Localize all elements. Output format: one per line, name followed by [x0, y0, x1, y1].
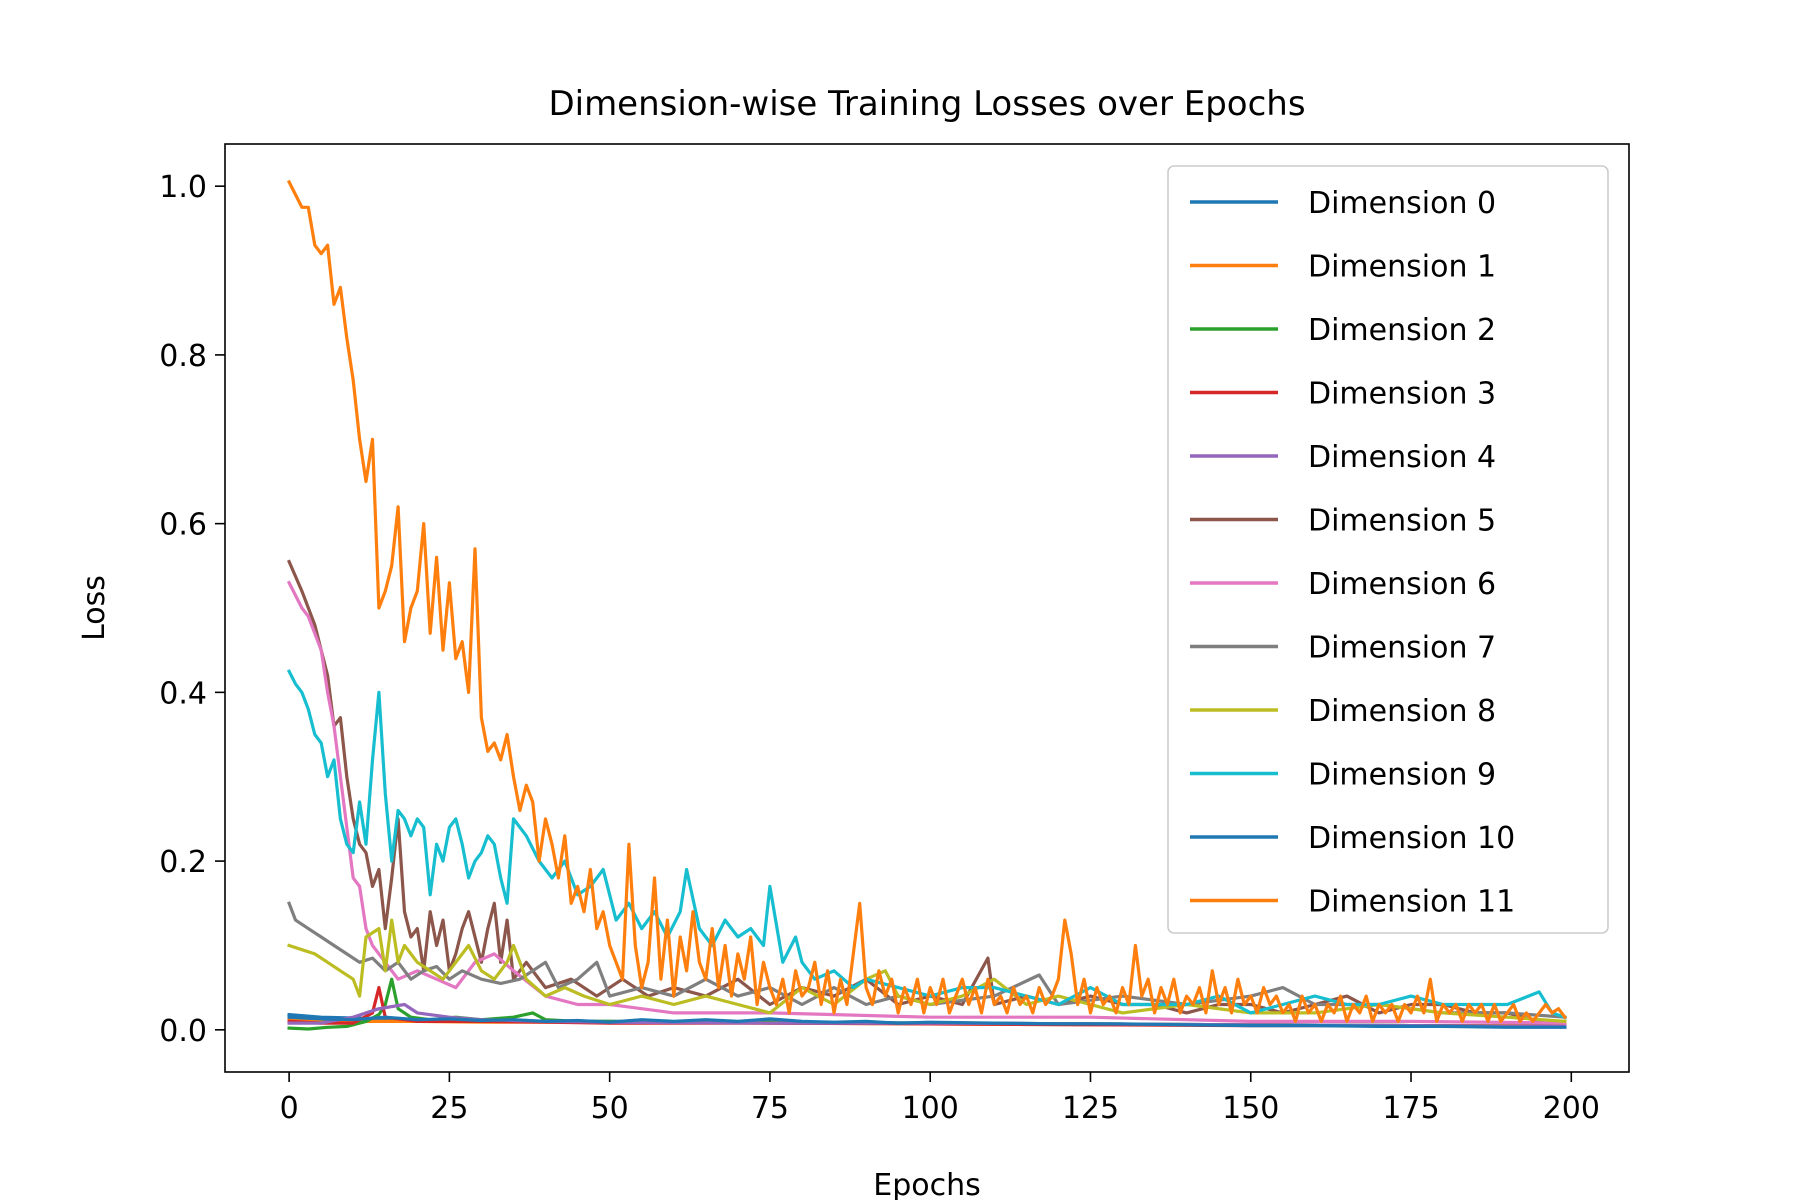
chart-title: Dimension-wise Training Losses over Epoc…	[548, 84, 1305, 124]
y-axis: 0.0 0.2 0.4 0.6 0.8 1.0	[159, 170, 225, 1049]
x-tick-label: 175	[1382, 1091, 1439, 1126]
series-line-10	[287, 1015, 1567, 1029]
legend-label: Dimension 6	[1308, 567, 1496, 602]
legend-label: Dimension 11	[1308, 885, 1515, 920]
legend-label: Dimension 1	[1308, 250, 1496, 285]
x-tick-label: 100	[902, 1091, 959, 1126]
series-line-6	[286, 580, 1567, 1025]
x-tick-label: 50	[591, 1091, 629, 1126]
y-tick-label: 0.0	[159, 1014, 207, 1049]
x-tick-label: 25	[430, 1091, 468, 1126]
legend-label: Dimension 3	[1308, 377, 1496, 412]
legend-label: Dimension 8	[1308, 694, 1496, 729]
x-axis-label: Epochs	[873, 1168, 981, 1200]
series-line-11	[286, 179, 1568, 1024]
y-tick-label: 0.4	[159, 676, 207, 711]
y-tick-label: 0.2	[159, 845, 207, 880]
legend-box	[1167, 165, 1609, 934]
y-axis-label: Loss	[77, 575, 112, 641]
y-tick-label: 0.8	[159, 339, 207, 374]
x-tick-label: 150	[1222, 1091, 1279, 1126]
legend-label: Dimension 4	[1308, 440, 1496, 475]
x-axis: 0 25 50 75 100 125 150 175 200	[280, 1072, 1600, 1126]
plot-frame	[224, 143, 1630, 1073]
x-tick-label: 200	[1543, 1091, 1600, 1126]
y-tick-label: 0.6	[159, 508, 207, 543]
legend-label: Dimension 9	[1308, 758, 1496, 793]
legend-label: Dimension 2	[1308, 313, 1496, 348]
x-tick-label: 75	[751, 1091, 789, 1126]
legend-label: Dimension 5	[1308, 504, 1496, 539]
x-tick-label: 0	[280, 1091, 299, 1126]
series-line-9	[286, 669, 1567, 1020]
y-tick-label: 1.0	[159, 170, 207, 205]
legend-label: Dimension 7	[1308, 631, 1496, 666]
legend: Dimension 0 Dimension 1 Dimension 2 Dimensi…	[1167, 165, 1609, 934]
legend-label: Dimension 0	[1308, 186, 1496, 221]
legend-label: Dimension 10	[1308, 821, 1515, 856]
x-tick-label: 125	[1062, 1091, 1119, 1126]
series-lines	[286, 179, 1568, 1031]
